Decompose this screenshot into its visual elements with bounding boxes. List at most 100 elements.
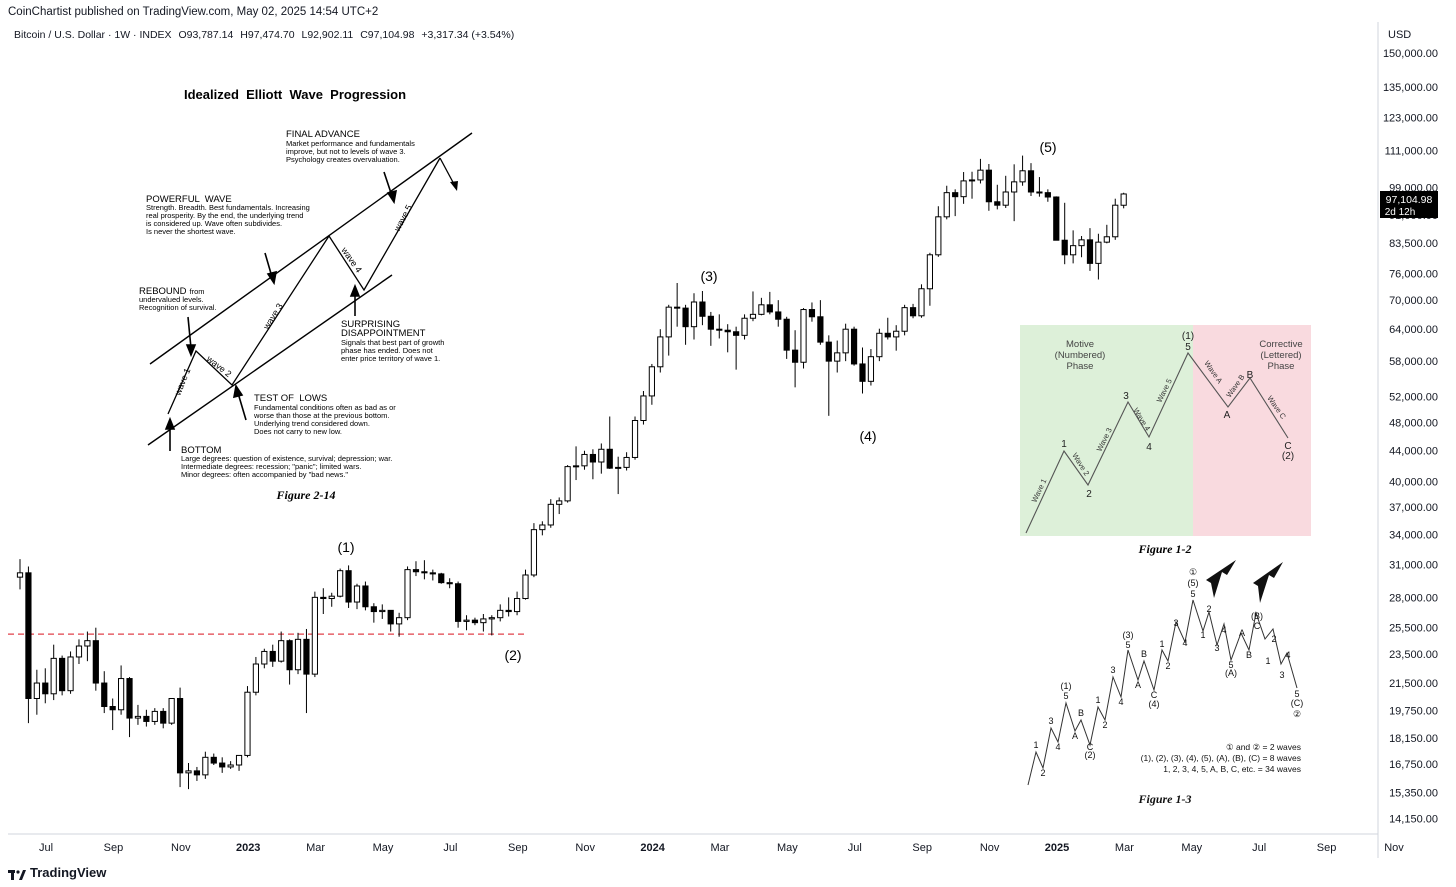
candle-up[interactable] <box>741 317 748 336</box>
candle-up[interactable] <box>867 356 875 382</box>
candle-up[interactable] <box>311 596 318 675</box>
candle-up[interactable] <box>151 710 158 722</box>
candle-down[interactable] <box>25 572 32 699</box>
candle-up[interactable] <box>294 638 302 671</box>
candle-up[interactable] <box>564 466 571 502</box>
candle-up[interactable] <box>977 169 984 181</box>
candle-up[interactable] <box>648 366 655 397</box>
candle-up[interactable] <box>227 764 234 768</box>
candle-down[interactable] <box>952 192 959 198</box>
candle-down[interactable] <box>1053 196 1060 241</box>
candle-up[interactable] <box>84 640 91 647</box>
candle-up[interactable] <box>1019 170 1026 183</box>
candle-down[interactable] <box>682 307 689 328</box>
candle-down[interactable] <box>345 570 352 603</box>
candle-up[interactable] <box>1103 236 1110 243</box>
candle-up[interactable] <box>901 307 908 332</box>
candle-up[interactable] <box>235 754 243 766</box>
candle-up[interactable] <box>623 456 630 468</box>
candle-up[interactable] <box>926 254 933 290</box>
candle-up[interactable] <box>749 313 757 319</box>
candle-down[interactable] <box>59 657 66 692</box>
candle-up[interactable] <box>75 645 83 658</box>
candle-up[interactable] <box>960 180 967 198</box>
candle-up[interactable] <box>1120 193 1127 206</box>
candle-up[interactable] <box>800 309 807 363</box>
candle-down[interactable] <box>707 315 714 330</box>
tradingview-logo[interactable]: TradingView <box>8 865 106 880</box>
candle-down[interactable] <box>160 710 167 724</box>
candle-down[interactable] <box>320 596 327 600</box>
candle-up[interactable] <box>404 569 411 619</box>
candle-up[interactable] <box>185 770 192 774</box>
candle-down[interactable] <box>387 609 394 625</box>
candle-down[interactable] <box>370 606 377 613</box>
candle-up[interactable] <box>572 465 580 468</box>
candle-down[interactable] <box>446 582 453 585</box>
candle-down[interactable] <box>455 583 462 622</box>
candle-down[interactable] <box>733 331 740 336</box>
candle-up[interactable] <box>278 640 285 662</box>
candle-down[interactable] <box>850 328 858 365</box>
candle-down[interactable] <box>92 640 99 684</box>
candle-up[interactable] <box>539 524 546 531</box>
candle-up[interactable] <box>168 697 175 724</box>
candle-down[interactable] <box>775 311 782 320</box>
candle-down[interactable] <box>817 316 824 343</box>
candle-up[interactable] <box>834 352 841 362</box>
candle-up[interactable] <box>1112 204 1119 238</box>
candle-up[interactable] <box>615 466 622 469</box>
price-axis[interactable]: 150,000.00 135,000.00 123,000.00 111,000.00… <box>1383 48 1438 826</box>
candle-down[interactable] <box>724 329 731 333</box>
candle-down[interactable] <box>42 682 49 695</box>
candle-up[interactable] <box>1078 239 1085 247</box>
candle-up[interactable] <box>631 420 639 458</box>
candle-down[interactable] <box>783 318 790 351</box>
candle-up[interactable] <box>328 595 335 600</box>
candle-down[interactable] <box>1044 192 1051 198</box>
candle-down[interactable] <box>792 349 799 363</box>
candle-up[interactable] <box>690 301 698 328</box>
candle-down[interactable] <box>219 762 226 768</box>
candle-up[interactable] <box>556 500 563 505</box>
candle-up[interactable] <box>202 756 209 776</box>
candle-down[interactable] <box>429 572 436 575</box>
candle-up[interactable] <box>1070 245 1077 256</box>
candle-down[interactable] <box>859 363 866 382</box>
candle-up[interactable] <box>463 619 470 622</box>
candle-up[interactable] <box>497 609 504 619</box>
candle-down[interactable] <box>1027 170 1035 193</box>
candle-up[interactable] <box>513 598 521 613</box>
candle-up[interactable] <box>530 529 538 576</box>
candle-down[interactable] <box>269 650 276 662</box>
candle-down[interactable] <box>421 571 428 574</box>
candle-up[interactable] <box>918 288 925 317</box>
candle-up[interactable] <box>640 395 647 422</box>
symbol-name[interactable]: Bitcoin / U.S. Dollar · 1W · INDEX <box>14 29 172 41</box>
candle-up[interactable] <box>547 503 554 526</box>
candle-down[interactable] <box>766 304 773 313</box>
candle-down[interactable] <box>699 301 706 317</box>
candle-up[interactable] <box>758 304 765 315</box>
candle-down[interactable] <box>286 640 293 671</box>
candle-up[interactable] <box>657 336 664 368</box>
candle-down[interactable] <box>716 328 723 331</box>
candle-up[interactable] <box>842 328 849 354</box>
candle-up[interactable] <box>118 678 125 711</box>
candle-up[interactable] <box>261 650 268 665</box>
candle-up[interactable] <box>134 715 142 719</box>
price-chart[interactable]: 150,000.00 135,000.00 123,000.00 111,000.00… <box>0 0 1456 858</box>
candle-down[interactable] <box>909 307 917 317</box>
candle-down[interactable] <box>825 341 832 362</box>
candle-up[interactable] <box>480 618 487 624</box>
candle-up[interactable] <box>935 216 942 256</box>
candle-up[interactable] <box>353 585 361 603</box>
candle-down[interactable] <box>176 697 184 774</box>
candle-down[interactable] <box>505 609 512 613</box>
candle-down[interactable] <box>362 585 369 608</box>
candle-up[interactable] <box>876 332 883 358</box>
candle-down[interactable] <box>193 770 201 776</box>
candle-up[interactable] <box>252 663 260 693</box>
candle-down[interactable] <box>1086 239 1094 264</box>
candle-down[interactable] <box>606 448 613 469</box>
